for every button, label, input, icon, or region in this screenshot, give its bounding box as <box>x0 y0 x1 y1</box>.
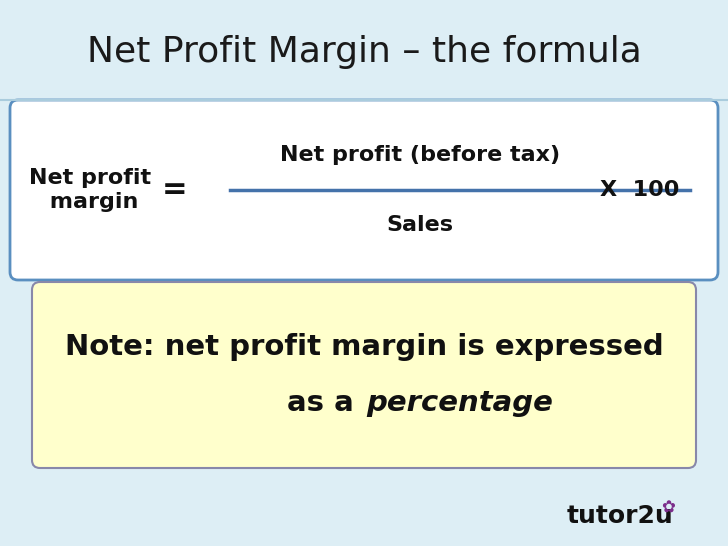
Text: Sales: Sales <box>387 215 454 235</box>
Text: Net profit (before tax): Net profit (before tax) <box>280 145 560 165</box>
FancyBboxPatch shape <box>10 100 718 280</box>
Text: as a: as a <box>287 389 364 417</box>
Text: percentage: percentage <box>366 389 553 417</box>
Text: Net profit
 margin: Net profit margin <box>29 168 151 212</box>
FancyBboxPatch shape <box>32 282 696 468</box>
Text: =: = <box>162 175 188 205</box>
Text: ✿: ✿ <box>661 499 675 517</box>
Text: X  100: X 100 <box>601 180 680 200</box>
Text: Note: net profit margin is expressed: Note: net profit margin is expressed <box>65 333 663 361</box>
Text: tutor2u: tutor2u <box>566 504 673 528</box>
Text: Net Profit Margin – the formula: Net Profit Margin – the formula <box>87 35 641 69</box>
